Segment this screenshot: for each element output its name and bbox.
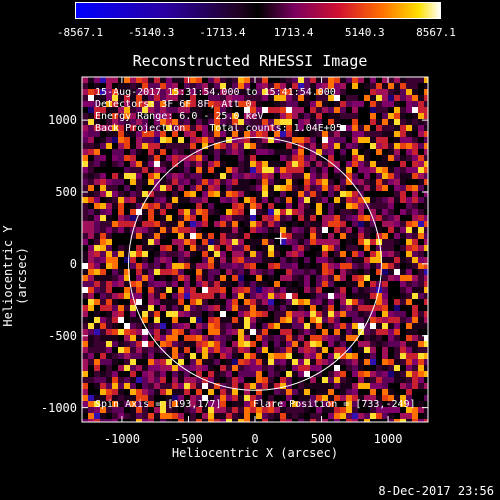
- colorbar-tick-label: 8567.1: [416, 26, 456, 39]
- annotation-energy: Energy Range: 6.0 - 25.0 keV: [95, 111, 264, 122]
- annotation-time-range: 15-Aug-2017 15:31:54.000 to 15:41:54.000: [95, 87, 336, 98]
- x-tick-label: 1000: [373, 432, 403, 446]
- y-tick-label: -500: [48, 328, 77, 343]
- colorbar-tick-label: 1713.4: [273, 26, 314, 39]
- y-tick-label: 1000: [48, 113, 77, 128]
- solar-limb-circle: [128, 136, 382, 391]
- heatmap-cells: [82, 77, 428, 422]
- y-axis-label: Heliocentric Y (arcsec): [1, 225, 29, 327]
- colorbar-tick-label: -8567.1: [56, 26, 104, 39]
- timestamp: 8-Dec-2017 23:56: [378, 484, 494, 498]
- x-tick-label: -1000: [103, 432, 140, 446]
- colorbar-tick-label: -1713.4: [199, 26, 246, 39]
- colorbar-tick-label: -5140.3: [128, 26, 175, 39]
- annotation-detectors: Detectors: 3F 6F 8F, Att 0: [95, 99, 252, 110]
- colorbar-tick-label: 5140.3: [344, 26, 385, 39]
- y-tick-label: 500: [55, 185, 77, 199]
- colorbar: [75, 2, 441, 19]
- y-tick-label: -1000: [40, 400, 77, 415]
- x-axis-label: Heliocentric X (arcsec): [171, 446, 339, 460]
- annotation-spin-axis: Spin Axis = [193,177]: [95, 399, 222, 410]
- x-tick-label: 500: [310, 432, 333, 446]
- x-tick-label: 0: [251, 432, 259, 446]
- x-tick-label: -500: [174, 432, 203, 446]
- annotation-flare-position: Flare Position = [733,-249]: [253, 399, 416, 410]
- y-tick-label: 0: [69, 256, 77, 271]
- chart-title: Reconstructed RHESSI Image: [132, 52, 368, 70]
- annotation-method: Back Projection Total counts: 1.04E+05: [95, 123, 342, 134]
